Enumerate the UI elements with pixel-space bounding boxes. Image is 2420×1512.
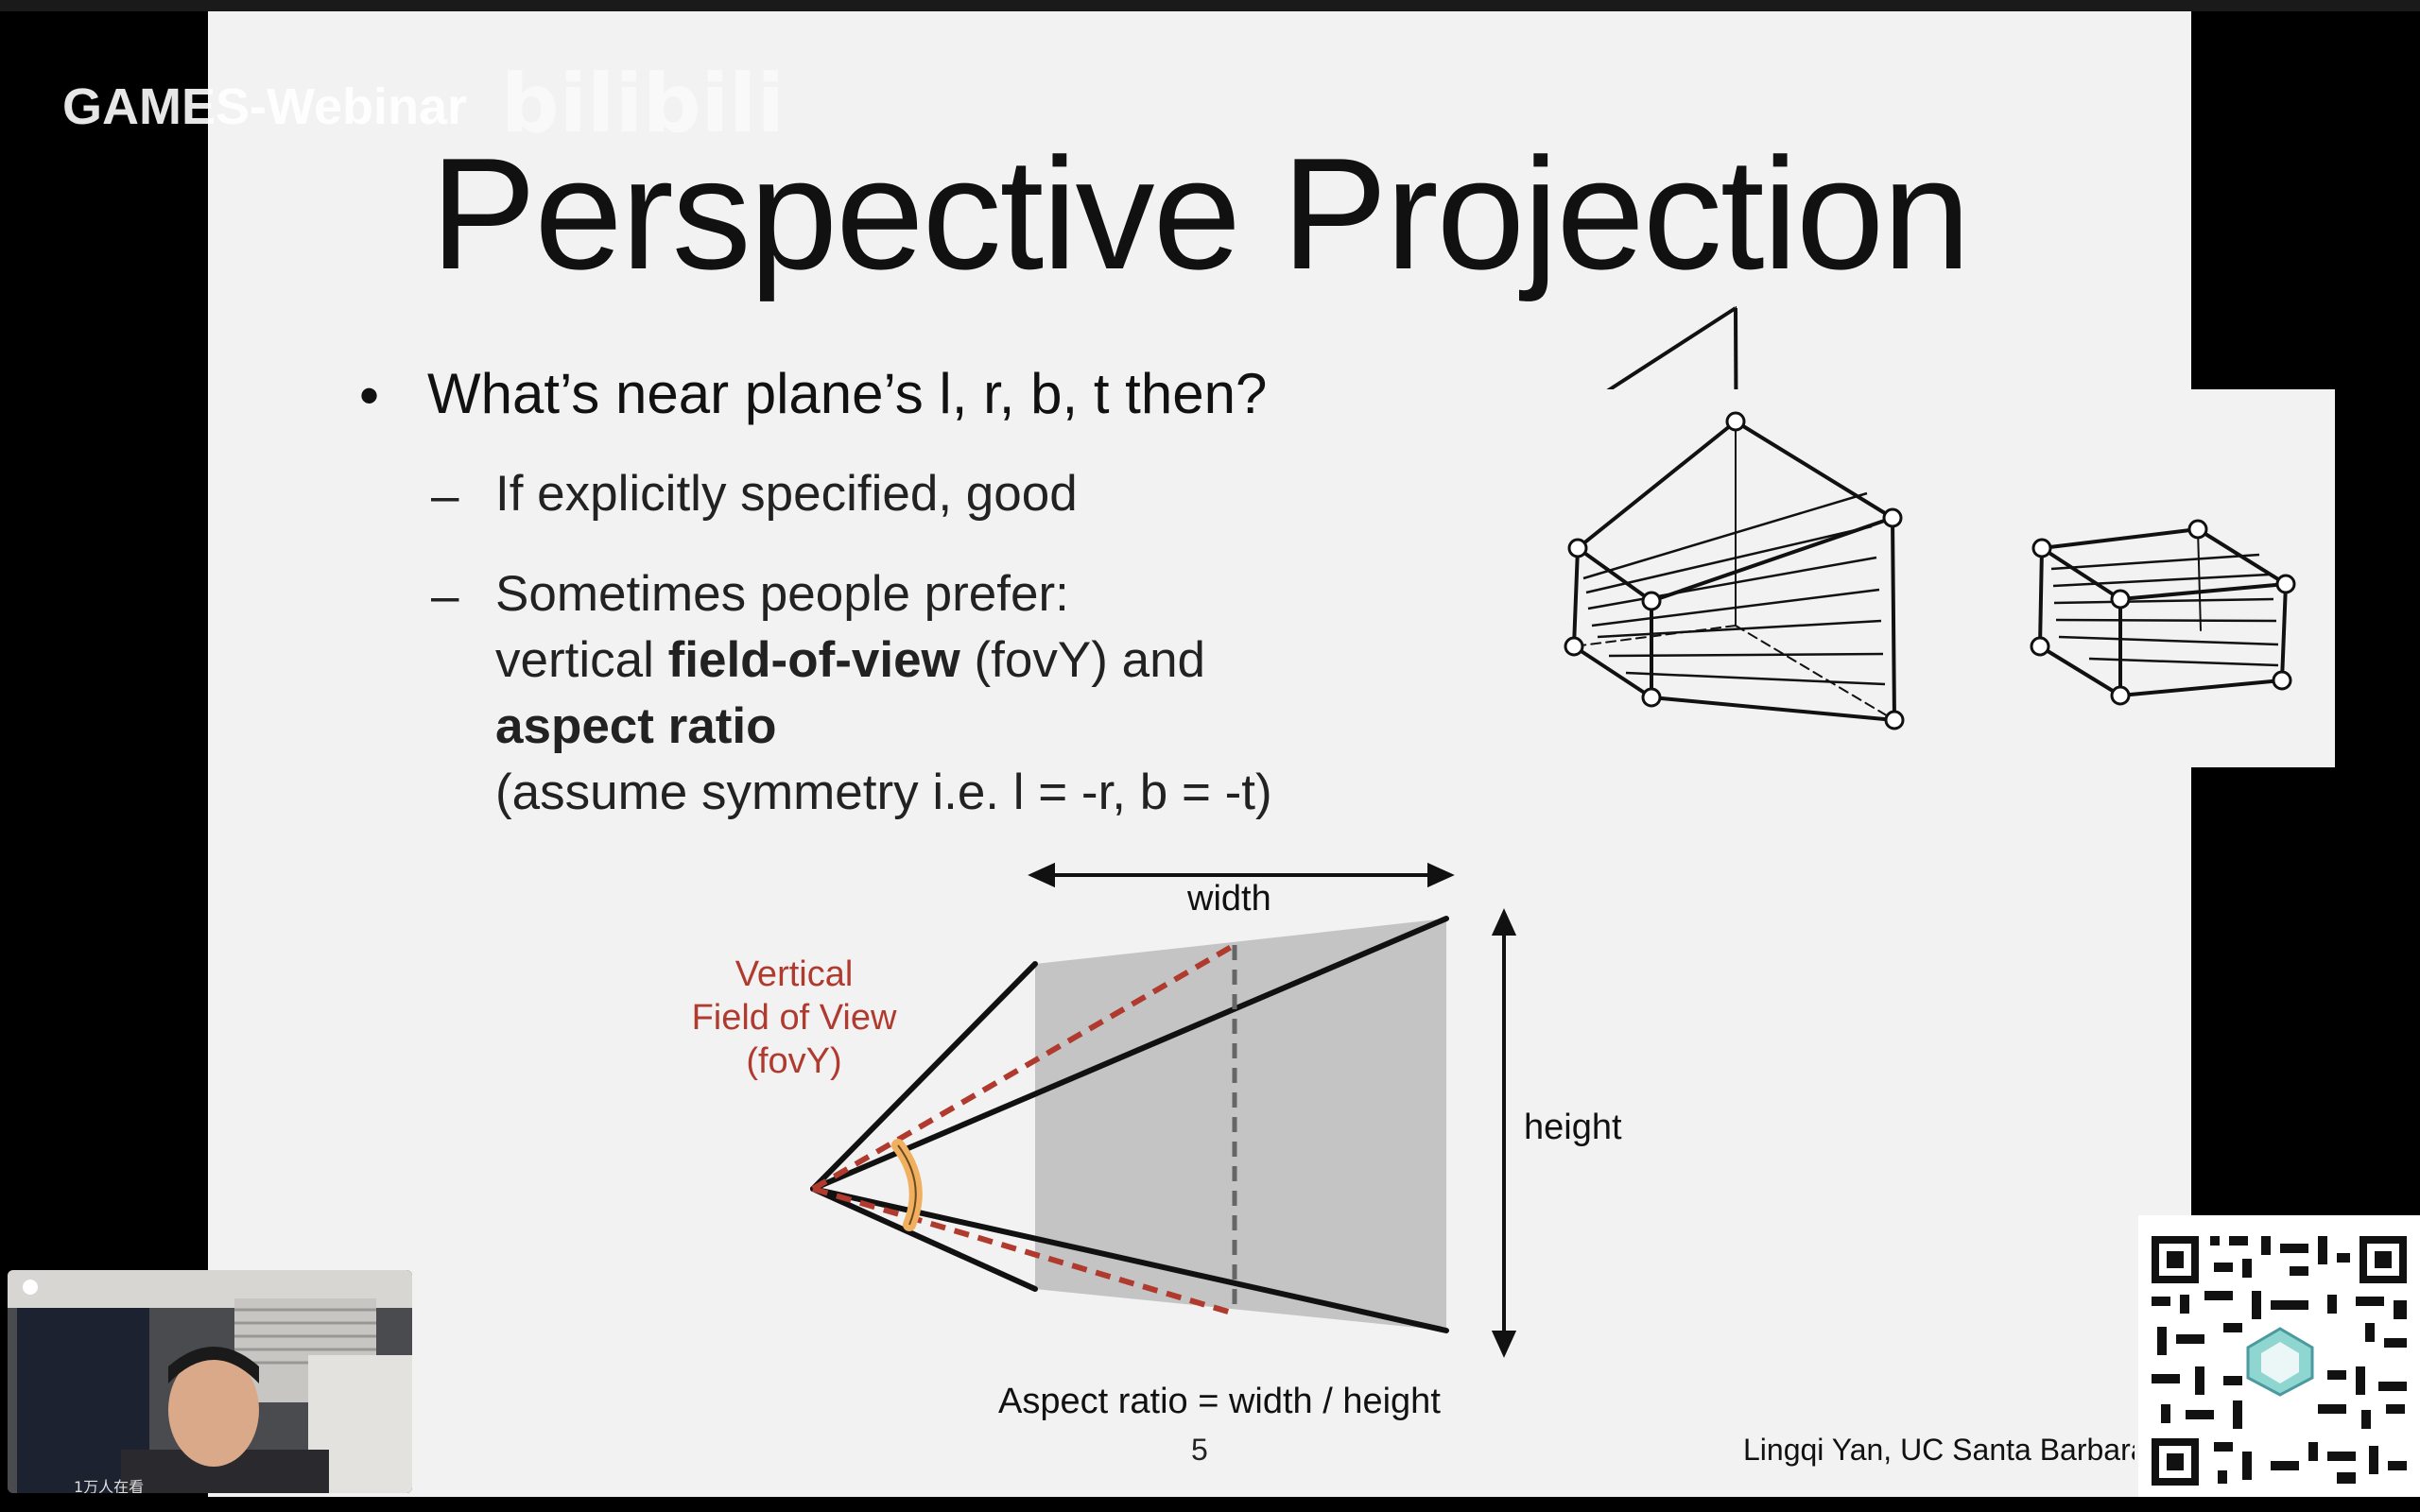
text-vertical: vertical: [495, 632, 668, 688]
width-arrow: [1028, 862, 1455, 888]
page-number: 5: [1191, 1433, 1208, 1467]
slide-title: Perspective Projection: [430, 125, 1970, 302]
fov-diagram: [810, 862, 1517, 1358]
frustum-shaded-region: [1035, 919, 1446, 1331]
credit-text: Lingqi Yan, UC Santa Barbara: [1743, 1433, 2135, 1467]
sub-item-prefer-line1: Sometimes people prefer:: [495, 566, 1069, 622]
top-border: [0, 0, 2420, 11]
text-fovy-and: (fovY) and: [959, 632, 1206, 688]
qr-code[interactable]: [2138, 1215, 2420, 1499]
bottom-border: [0, 1497, 2420, 1512]
bullet-question: What’s near plane’s l, r, b, t then?: [427, 362, 1268, 425]
qr-code-image: [2138, 1215, 2420, 1499]
text-field-of-view: field-of-view: [667, 632, 960, 688]
width-label: width: [1187, 879, 1271, 919]
fov-label-line3: (fovY): [746, 1041, 842, 1081]
games-webinar-watermark: GAMES-Webinar: [62, 78, 468, 135]
wireframe-drawings: [1390, 389, 2335, 767]
presenter-video: [8, 1270, 412, 1493]
bilibili-logo: bilibili: [501, 57, 785, 151]
dash-1: –: [431, 468, 459, 524]
viewer-count: 1万人在看: [74, 1478, 145, 1493]
sub-item-prefer-line2: vertical field-of-view (fovY) and: [495, 627, 1272, 694]
fov-label-line1: Vertical: [735, 954, 854, 994]
lecture-slide: Perspective Projection • What’s near pla…: [208, 11, 2335, 1497]
height-label: height: [1524, 1108, 1622, 1147]
dash-2: –: [431, 568, 459, 624]
fov-label: Vertical Field of View (fovY): [652, 953, 936, 1083]
bullet-dot: •: [359, 364, 380, 427]
height-arrow: [1491, 908, 1517, 1358]
sub-item-symmetry: (assume symmetry i.e. l = -r, b = -t): [495, 765, 1272, 820]
sub-item-prefer: Sometimes people prefer: vertical field-…: [495, 561, 1272, 826]
sub-item-aspect-ratio: aspect ratio: [495, 698, 777, 754]
fov-label-line2: Field of View: [691, 998, 897, 1038]
aspect-ratio-caption: Aspect ratio = width / height: [998, 1382, 1441, 1421]
sub-item-specified: If explicitly specified, good: [495, 466, 1078, 522]
presenter-webcam: 1万人在看: [8, 1270, 412, 1493]
